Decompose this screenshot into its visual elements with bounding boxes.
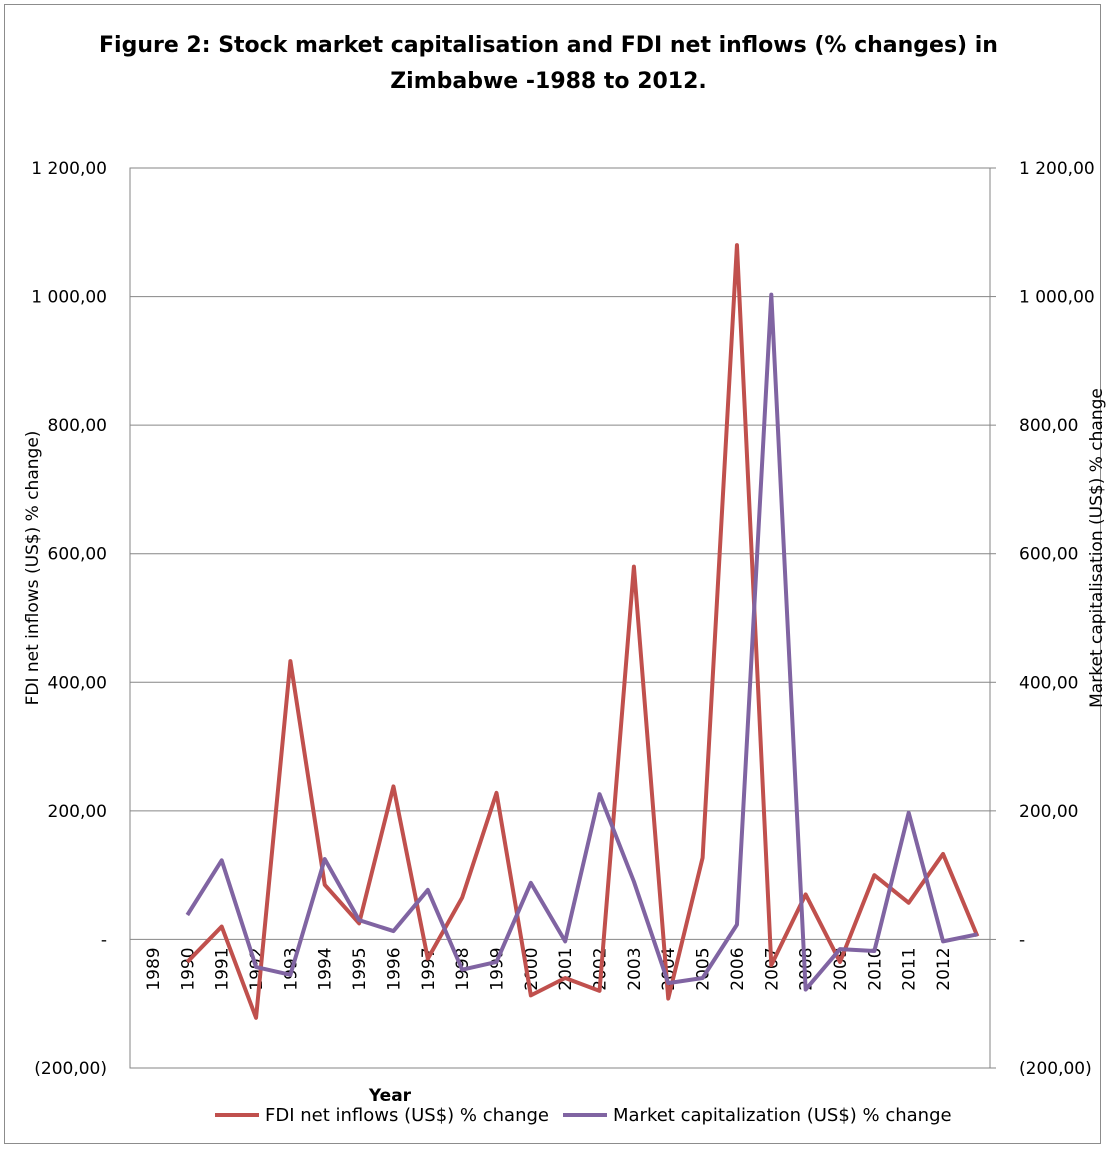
legend-item-market-cap: Market capitalization (US$) % change [562, 1104, 952, 1126]
y-tick-label-left: 1 000,00 [31, 288, 107, 308]
y-tick-label-left: (200,00) [34, 1059, 107, 1079]
x-tick-label: 2006 [728, 947, 748, 990]
x-tick-label: 1995 [350, 947, 370, 990]
legend-swatch-fdi [215, 1113, 259, 1117]
y-tick-label-left: 400,00 [48, 673, 107, 693]
legend: FDI net inflows (US$) % change Market ca… [215, 1102, 952, 1128]
x-tick-label: 1989 [144, 947, 164, 990]
legend-label-fdi: FDI net inflows (US$) % change [265, 1104, 549, 1126]
y-tick-label-left: 1 200,00 [31, 159, 107, 179]
x-tick-label: 2011 [900, 947, 920, 990]
series-line-market-cap [185, 292, 978, 992]
x-axis-title: Year [368, 1086, 412, 1106]
chart-title-line-2: Zimbabwe -1988 to 2012. [390, 69, 707, 94]
legend-label-market-cap: Market capitalization (US$) % change [612, 1104, 952, 1126]
y-tick-label-right: (200,00) [1019, 1059, 1092, 1079]
y-tick-label-right: 600,00 [1019, 545, 1078, 565]
y-tick-label-right: 1 200,00 [1019, 159, 1095, 179]
x-tick-label: 1991 [213, 947, 233, 990]
plot-area-border [129, 167, 991, 1069]
y-tick-label-right: 800,00 [1019, 416, 1078, 436]
chart-title: Figure 2: Stock market capitalisation an… [60, 28, 1037, 100]
chart-title-line-1: Figure 2: Stock market capitalisation an… [99, 33, 998, 58]
series-line-fdi [185, 243, 980, 1020]
y-tick-label-right: 400,00 [1019, 673, 1078, 693]
legend-swatch-market-cap [562, 1113, 607, 1117]
y-tick-label-left: - [101, 930, 107, 950]
y-tick-label-right: 200,00 [1019, 802, 1078, 822]
x-tick-label: 1999 [488, 947, 508, 990]
x-tick-label: 2001 [556, 947, 576, 990]
y-tick-label-left: 600,00 [48, 545, 107, 565]
x-tick-label: 2012 [934, 947, 954, 990]
y-axis-title-left: FDI net inflows (US$) % change) [23, 431, 43, 706]
legend-item-fdi: FDI net inflows (US$) % change [215, 1105, 549, 1126]
y-tick-label-right: 1 000,00 [1019, 288, 1095, 308]
x-tick-label: 2010 [865, 947, 885, 990]
y-tick-label-right: - [1019, 930, 1025, 950]
x-tick-label: 1997 [419, 947, 439, 990]
chart-frame [4, 4, 1101, 1144]
x-tick-label: 1996 [384, 947, 404, 990]
y-tick-label-left: 800,00 [48, 416, 107, 436]
x-tick-label: 1994 [316, 947, 336, 990]
y-tick-label-left: 200,00 [48, 802, 107, 822]
y-axis-title-right: Market capitalisation (US$) % change [1087, 388, 1107, 708]
x-tick-label: 2007 [762, 947, 782, 990]
x-tick-label: 2003 [625, 947, 645, 990]
